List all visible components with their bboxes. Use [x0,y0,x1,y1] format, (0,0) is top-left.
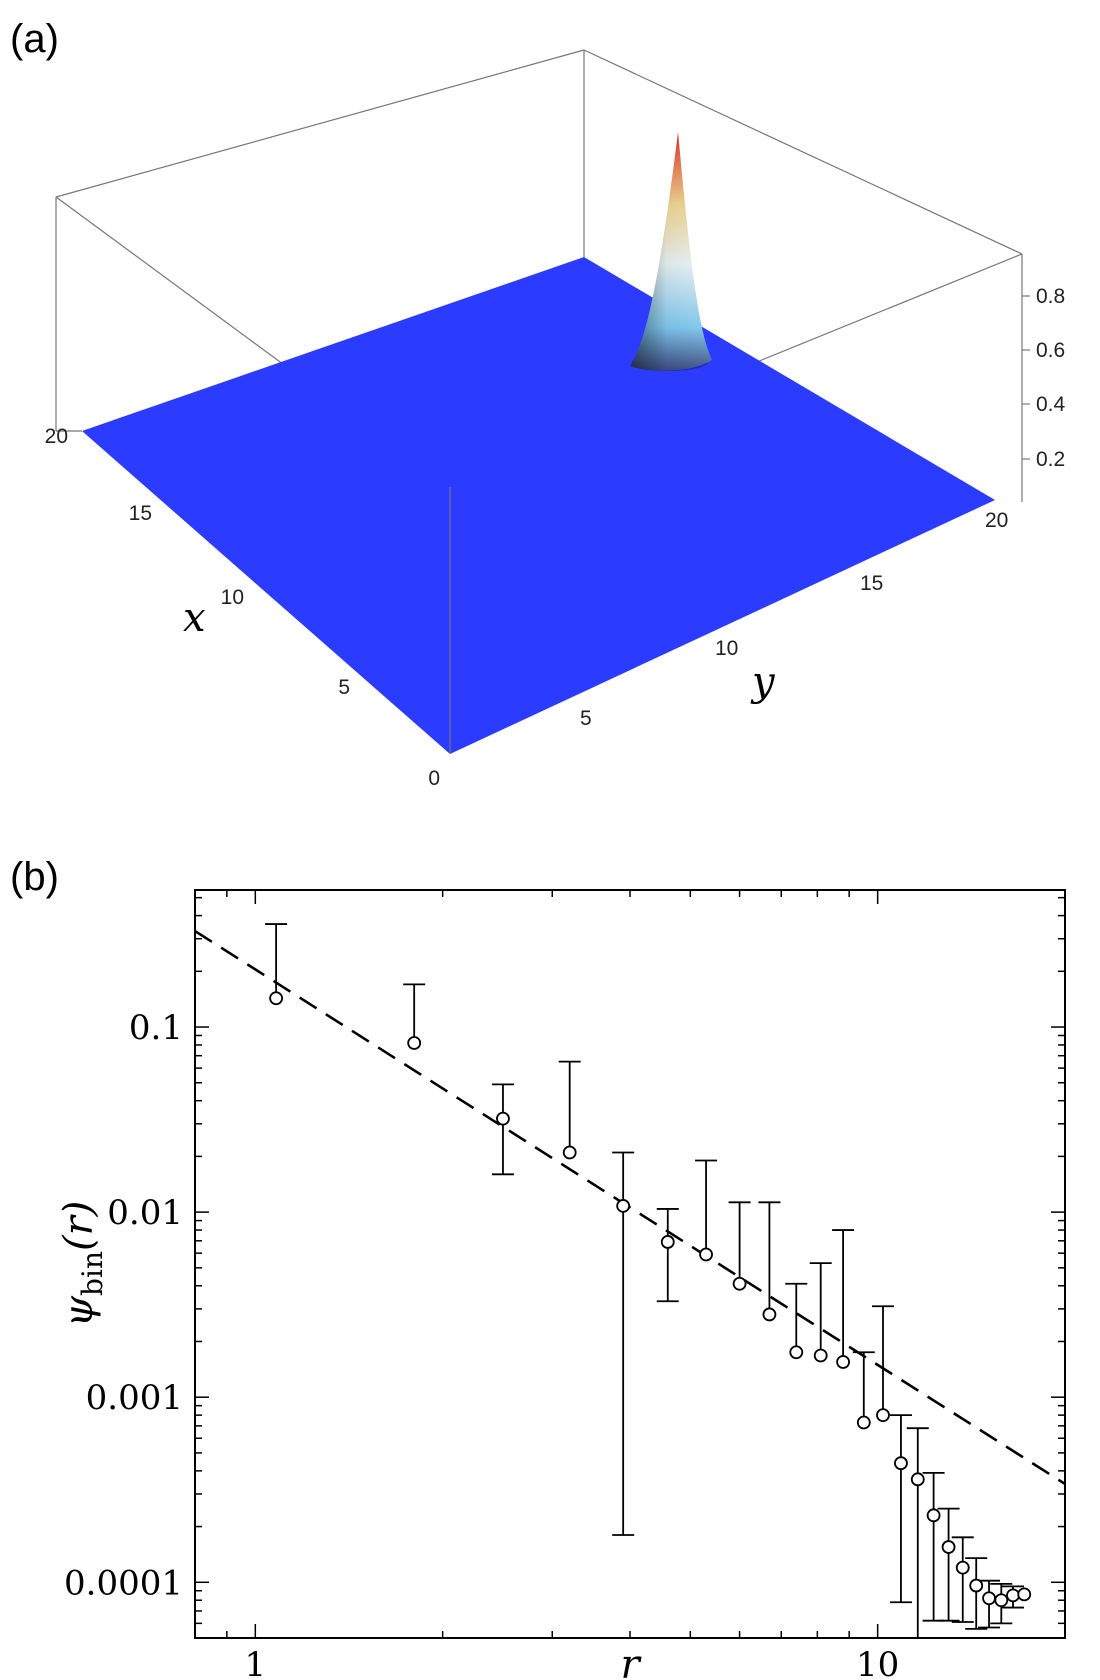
y-tick-label: 15 [860,572,883,595]
z-tick-label: 0.8 [1036,285,1065,308]
fit-line [194,929,1066,1486]
panel-a-label: (a) [10,17,59,61]
y-tick-label: 0.01 [107,1193,183,1233]
data-point [836,1355,851,1369]
y-tick-label: 20 [985,509,1008,532]
y-tick-label: 0.001 [86,1378,183,1418]
y-axis-label: ψbin(r) [56,1201,109,1328]
x-tick-label: 5 [338,676,350,699]
data-point [994,1593,1009,1608]
data-point [910,1472,925,1487]
data-point [789,1345,804,1360]
panel-b-label: (b) [10,855,59,899]
data-point [1017,1587,1032,1602]
data-point [732,1276,747,1291]
axis-ticks [194,890,1066,1639]
data-point [969,1578,984,1593]
error-bars [265,923,1025,1638]
data-point [982,1591,996,1606]
y-tick-label: 5 [580,707,592,730]
x-tick-label: 20 [45,425,68,448]
surface-base [82,257,995,754]
z-axis-3d: 0.2 0.4 0.6 0.8 [1022,285,1066,471]
y-axis-3d: 5 10 15 20 y [580,509,1008,730]
data-point [813,1348,828,1363]
y-tick-label: 0.1 [129,1008,183,1048]
data-point [616,1199,631,1213]
data-point [762,1307,777,1322]
bounding-box-front [56,430,451,754]
axis-tick-labels: 1 10 0.1 0.01 0.001 0.0001 [64,1008,899,1680]
y-axis-label-subscript: bin [76,1251,109,1296]
data-point [562,1145,577,1160]
data-point [496,1111,510,1126]
data-point [1006,1588,1020,1603]
data-point [876,1408,890,1423]
data-point [955,1560,970,1575]
data-point [926,1508,941,1523]
x-axis-label: x [183,595,206,641]
x-tick-label: 15 [129,502,152,525]
panel-b-scatter-chart: (b) 1 10 0.1 0.01 0.001 0.0001 r ψbin(r) [10,855,1066,1680]
x-tick-label: 1 [244,1645,266,1680]
data-point [941,1540,956,1554]
x-axis-3d: 0 5 10 15 20 x [45,425,440,790]
data-point [699,1247,713,1262]
data-point [856,1415,871,1430]
z-tick-label: 0.2 [1036,448,1065,471]
panel-a-surface-chart: (a) 0 5 10 15 20 x 5 10 15 20 y [10,17,1066,790]
x-tick-label: 0 [428,767,440,790]
x-tick-label: 10 [856,1645,899,1680]
x-tick-label: 10 [221,586,244,609]
y-tick-label: 0.0001 [64,1563,183,1603]
surface-peak [630,132,712,371]
data-point [407,1036,422,1050]
y-tick-label: 10 [715,637,738,660]
x-axis-label: r [620,1642,642,1680]
y-axis-label: y [750,659,776,705]
z-tick-label: 0.6 [1036,339,1065,362]
data-point [660,1235,675,1249]
data-points [269,991,1032,1608]
fit-line-group [194,929,1066,1486]
data-point [894,1456,908,1471]
y-axis-label-argument: (r) [56,1201,102,1251]
y-axis-label-symbol: ψ [56,1295,102,1327]
z-tick-label: 0.4 [1036,393,1066,416]
data-point [269,991,284,1006]
